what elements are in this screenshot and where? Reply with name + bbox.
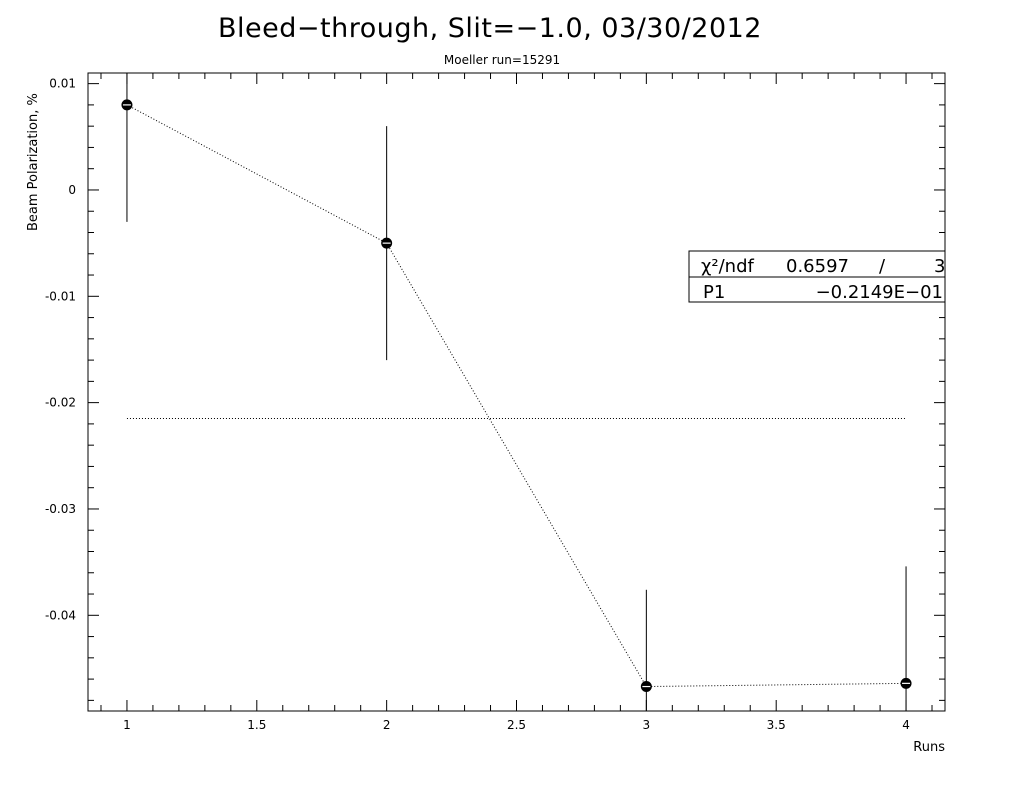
stats-p1-label: P1 (703, 282, 725, 303)
plot-frame (87, 72, 946, 712)
x-tick-label: 3 (643, 718, 651, 732)
x-tick-labels: 1 1.5 2 2.5 3 3.5 4 (123, 718, 910, 732)
series-line (126, 104, 907, 688)
y-tick-label: -0.02 (45, 396, 76, 410)
stats-chi2-value: 0.6597 (786, 256, 849, 277)
y-tick-label: -0.01 (45, 289, 76, 303)
y-axis-label: Beam Polarization, % (26, 93, 41, 231)
x-axis-label: Runs (913, 740, 945, 755)
stats-chi2-sep: / (879, 256, 886, 277)
chart-subtitle: Moeller run=15291 (444, 53, 560, 67)
y-tick-label: 0.01 (49, 77, 76, 91)
x-tick-label: 4 (902, 718, 910, 732)
y-tick-labels: 0.01 0 -0.01 -0.02 -0.03 -0.04 (45, 77, 76, 623)
y-tick-label: -0.03 (45, 502, 76, 516)
chart-title: Bleed−through, Slit=−1.0, 03/30/2012 (218, 13, 762, 44)
x-tick-label: 2 (383, 718, 391, 732)
data-points (121, 99, 912, 693)
stats-p1-value: −0.2149E−01 (816, 282, 943, 303)
y-tick-label: 0 (68, 183, 76, 197)
x-tick-label: 1.5 (247, 718, 266, 732)
y-tick-label: -0.04 (45, 608, 76, 622)
stats-box: χ²/ndf 0.6597 / 3 P1 −0.2149E−01 (688, 250, 946, 303)
axis-ticks (88, 73, 945, 711)
error-bars (126, 73, 907, 711)
x-tick-label: 1 (123, 718, 131, 732)
x-tick-label: 3.5 (767, 718, 786, 732)
x-tick-label: 2.5 (507, 718, 526, 732)
stats-chi2-label: χ²/ndf (701, 256, 755, 277)
connect-line (126, 104, 907, 688)
stats-chi2-ndf: 3 (934, 256, 945, 277)
